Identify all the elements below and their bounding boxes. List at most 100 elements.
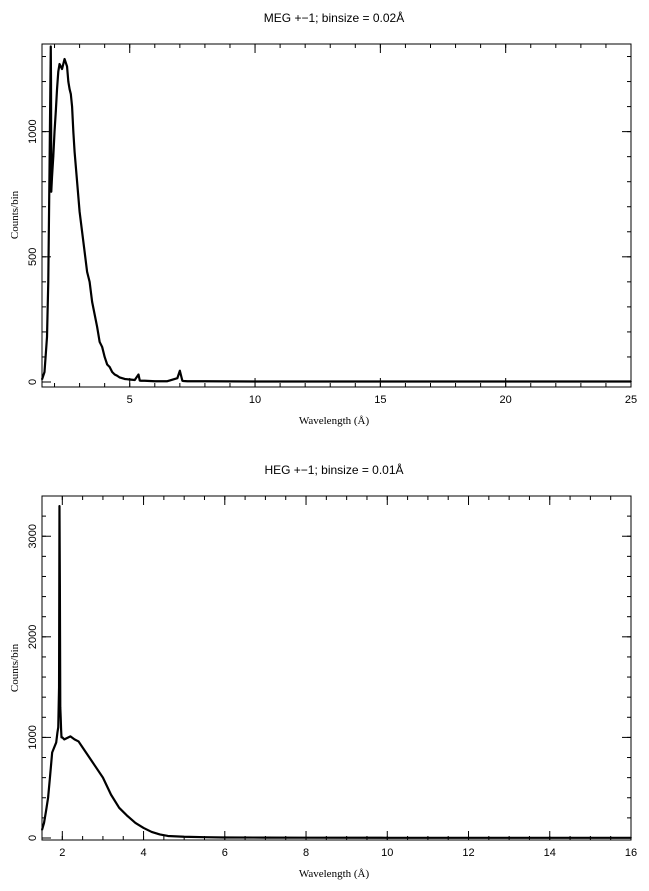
meg-tick-labels: 5 10 15 20 25 0 500 1000 bbox=[27, 119, 637, 406]
heg-data-point bbox=[110, 793, 112, 796]
meg-data-point bbox=[140, 379, 142, 382]
heg-x-tick-label: 12 bbox=[462, 847, 474, 859]
meg-data-point bbox=[90, 291, 92, 293]
meg-data-point bbox=[204, 380, 206, 383]
meg-data-point bbox=[91, 301, 93, 303]
meg-data-point bbox=[97, 333, 100, 336]
meg-data-point bbox=[96, 326, 98, 328]
meg-data-point bbox=[41, 378, 43, 381]
heg-data-point bbox=[81, 746, 84, 749]
meg-data-point bbox=[70, 93, 72, 95]
heg-data-point bbox=[51, 751, 53, 754]
heg-data-point bbox=[58, 505, 61, 507]
heg-x-tick-label: 16 bbox=[625, 847, 637, 859]
meg-title: MEG +−1; binsize = 0.02Å bbox=[264, 10, 404, 25]
heg-data-point bbox=[386, 836, 389, 839]
heg-data-point bbox=[49, 774, 51, 777]
meg-data-point bbox=[56, 88, 58, 90]
heg-data-point bbox=[59, 716, 62, 719]
meg-series-line bbox=[40, 45, 631, 383]
heg-x-tick-label: 2 bbox=[59, 847, 65, 859]
heg-data-point bbox=[203, 836, 206, 838]
meg-data-point bbox=[630, 380, 632, 383]
meg-data-point bbox=[379, 380, 382, 383]
meg-data-point bbox=[101, 346, 103, 348]
meg-data-point bbox=[61, 68, 63, 70]
heg-data-point bbox=[61, 736, 64, 739]
heg-data-point bbox=[77, 740, 80, 743]
heg-data-point bbox=[94, 764, 96, 767]
heg-data-point bbox=[45, 810, 47, 812]
heg-data-point bbox=[56, 731, 59, 734]
heg-data-point bbox=[43, 822, 45, 824]
meg-data-point bbox=[54, 110, 57, 113]
meg-data-point bbox=[66, 65, 68, 68]
meg-data-point bbox=[57, 70, 60, 73]
heg-y-tick-label: 1000 bbox=[27, 725, 39, 749]
heg-panel: HEG +−1; binsize = 0.01Å 2 4 6 8 10 12 14 16 0 10… bbox=[9, 462, 637, 880]
heg-data-point bbox=[60, 728, 62, 731]
heg-data-point bbox=[57, 726, 60, 729]
meg-data-point bbox=[53, 130, 56, 133]
heg-data-point bbox=[59, 706, 62, 709]
meg-data-point bbox=[148, 380, 151, 382]
heg-data-point bbox=[63, 738, 66, 741]
meg-data-point bbox=[166, 380, 169, 383]
meg-data-point bbox=[51, 175, 53, 178]
heg-tick-labels: 2 4 6 8 10 12 14 16 0 1000 2000 3000 bbox=[27, 524, 637, 859]
heg-data-point bbox=[264, 836, 267, 839]
heg-data-point bbox=[183, 835, 185, 838]
meg-data-point bbox=[67, 80, 70, 83]
meg-data-point bbox=[153, 380, 156, 383]
heg-y-tick-label: 2000 bbox=[27, 625, 39, 649]
meg-data-point bbox=[68, 88, 71, 90]
meg-x-tick-label: 10 bbox=[249, 394, 261, 406]
heg-data-point bbox=[53, 746, 55, 749]
meg-plot-frame bbox=[41, 43, 632, 388]
meg-data-point bbox=[71, 105, 73, 108]
heg-y-axis-label: Counts/bin bbox=[9, 643, 21, 692]
heg-y-tick-label: 0 bbox=[27, 835, 39, 841]
heg-series-group bbox=[40, 504, 632, 839]
heg-x-axis-label: Wavelength (Å) bbox=[299, 868, 370, 880]
heg-data-point bbox=[167, 835, 169, 837]
heg-data-point bbox=[65, 737, 68, 740]
heg-data-point bbox=[142, 827, 145, 829]
meg-x-tick-label: 20 bbox=[500, 394, 512, 406]
meg-series-group bbox=[40, 45, 632, 383]
heg-data-point bbox=[548, 836, 551, 839]
meg-x-tick-label: 25 bbox=[625, 394, 637, 406]
heg-data-point bbox=[59, 585, 61, 588]
meg-data-point bbox=[143, 379, 146, 382]
heg-data-point bbox=[58, 686, 60, 688]
heg-data-point bbox=[118, 807, 120, 809]
meg-data-point bbox=[106, 363, 108, 366]
heg-data-point bbox=[159, 833, 161, 836]
heg-data-point bbox=[305, 836, 307, 839]
meg-y-tick-label: 1000 bbox=[27, 119, 39, 143]
meg-data-point bbox=[73, 150, 76, 153]
meg-data-point bbox=[137, 373, 140, 376]
heg-ticks bbox=[41, 495, 632, 840]
meg-data-point bbox=[43, 371, 46, 373]
meg-data-point bbox=[118, 376, 121, 379]
meg-data-point bbox=[86, 271, 88, 273]
meg-data-point bbox=[116, 374, 118, 377]
heg-data-point bbox=[85, 752, 88, 755]
heg-data-point bbox=[223, 836, 226, 839]
meg-x-tick-label: 15 bbox=[374, 394, 386, 406]
meg-data-point bbox=[46, 336, 48, 338]
meg-data-point bbox=[113, 373, 116, 376]
heg-title: HEG +−1; binsize = 0.01Å bbox=[264, 462, 403, 477]
meg-ticks bbox=[42, 44, 632, 387]
meg-data-point bbox=[254, 380, 256, 383]
heg-y-tick-label: 3000 bbox=[27, 524, 39, 548]
meg-panel: MEG +−1; binsize = 0.02Å 5 10 15 20 25 0 500 10… bbox=[9, 10, 637, 427]
meg-data-point bbox=[123, 378, 126, 380]
meg-data-point bbox=[128, 378, 131, 381]
heg-data-point bbox=[126, 815, 129, 817]
heg-data-point bbox=[630, 836, 632, 839]
meg-data-point bbox=[47, 281, 50, 283]
meg-y-axis-label: Counts/bin bbox=[9, 190, 21, 239]
